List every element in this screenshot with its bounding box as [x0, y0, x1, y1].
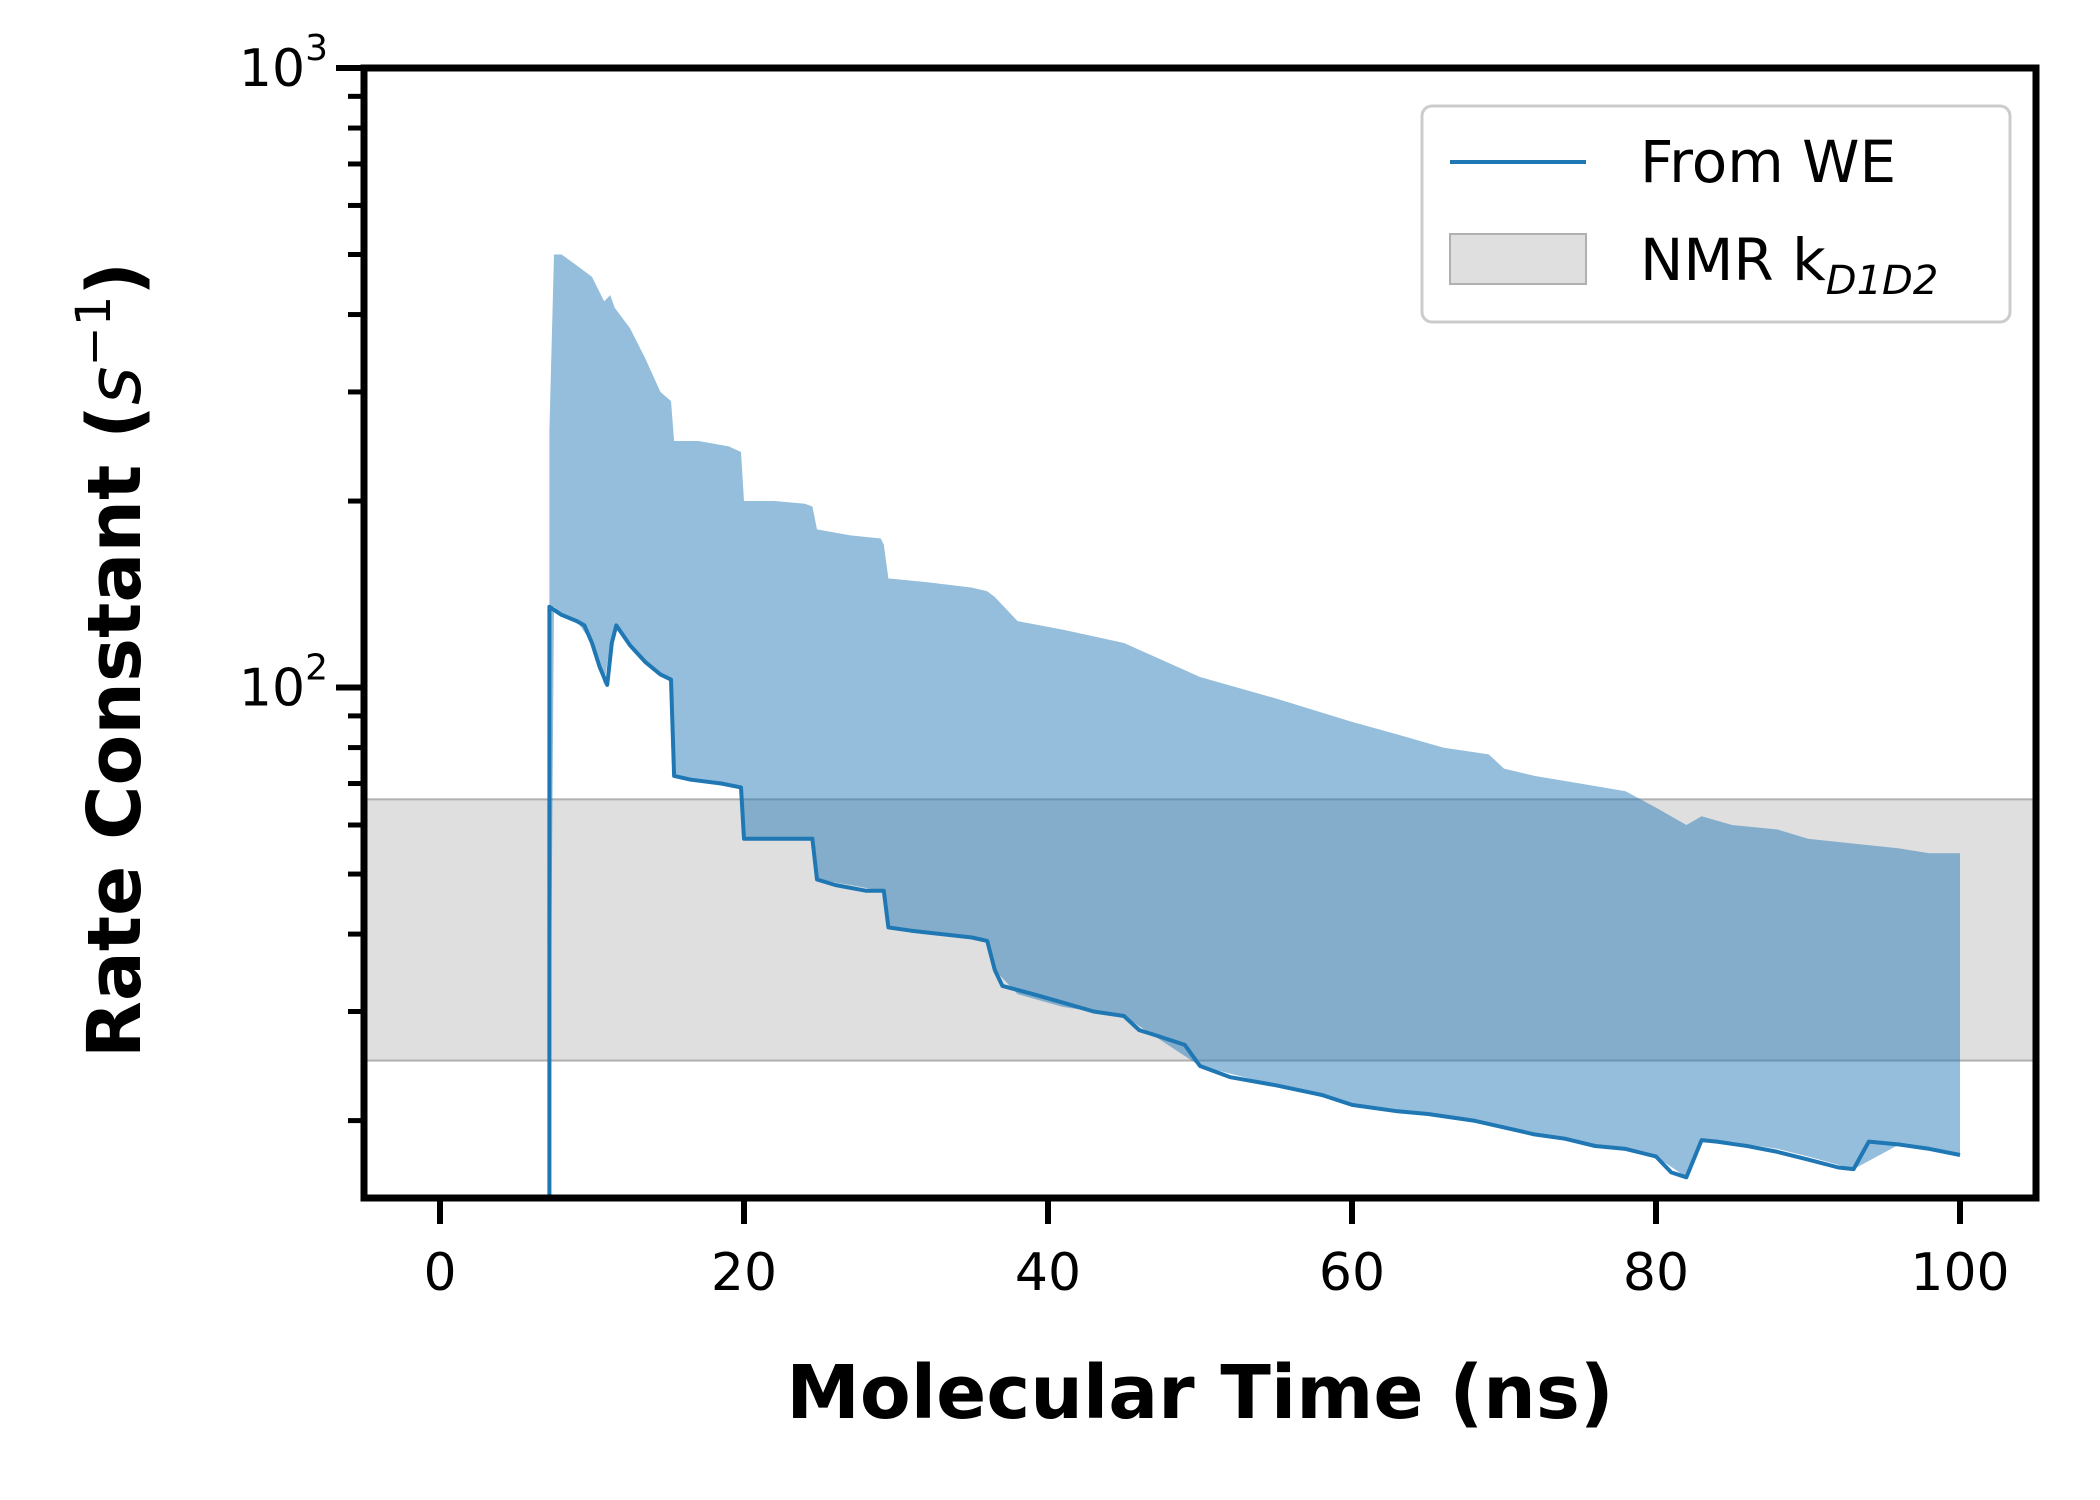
nmr-band — [364, 798, 2036, 1062]
y-axis-title-close: ) — [72, 262, 158, 296]
y-axis-title-main: Rate Constant ( — [72, 405, 158, 1058]
x-axis-title: Molecular Time (ns) — [786, 1350, 1613, 1436]
confidence-area — [549, 254, 1960, 1198]
y-tick-label: 103 — [239, 28, 328, 99]
x-tick-label: 80 — [1623, 1243, 1689, 1303]
plot-frame — [360, 64, 2040, 1202]
legend-label-nmr-subscript: D1D2 — [1826, 258, 1939, 304]
y-axis-ticks: 102 103 — [239, 28, 364, 719]
x-tick-label: 100 — [1910, 1243, 2009, 1303]
x-tick-label: 60 — [1319, 1243, 1385, 1303]
y-axis-title: Rate Constant (s−1) — [66, 262, 158, 1058]
x-tick-label: 0 — [423, 1243, 456, 1303]
y-axis-title-exponent: −1 — [66, 296, 122, 367]
x-tick-label: 40 — [1015, 1243, 1081, 1303]
x-tick-label: 20 — [711, 1243, 777, 1303]
x-axis-ticks: 0 20 40 60 80 100 — [423, 1198, 2010, 1303]
legend-swatch-patch — [1449, 233, 1587, 285]
y-tick-label: 102 — [239, 648, 328, 719]
from-we-line — [547, 604, 1961, 1198]
legend: From WE NMR kD1D2 — [1420, 104, 2012, 324]
legend-label-from-we: From WE — [1640, 128, 1896, 196]
legend-label-nmr: NMR kD1D2 — [1640, 226, 1938, 304]
legend-label-nmr-main: NMR k — [1640, 226, 1826, 294]
y-axis-title-unit: s — [72, 366, 158, 405]
